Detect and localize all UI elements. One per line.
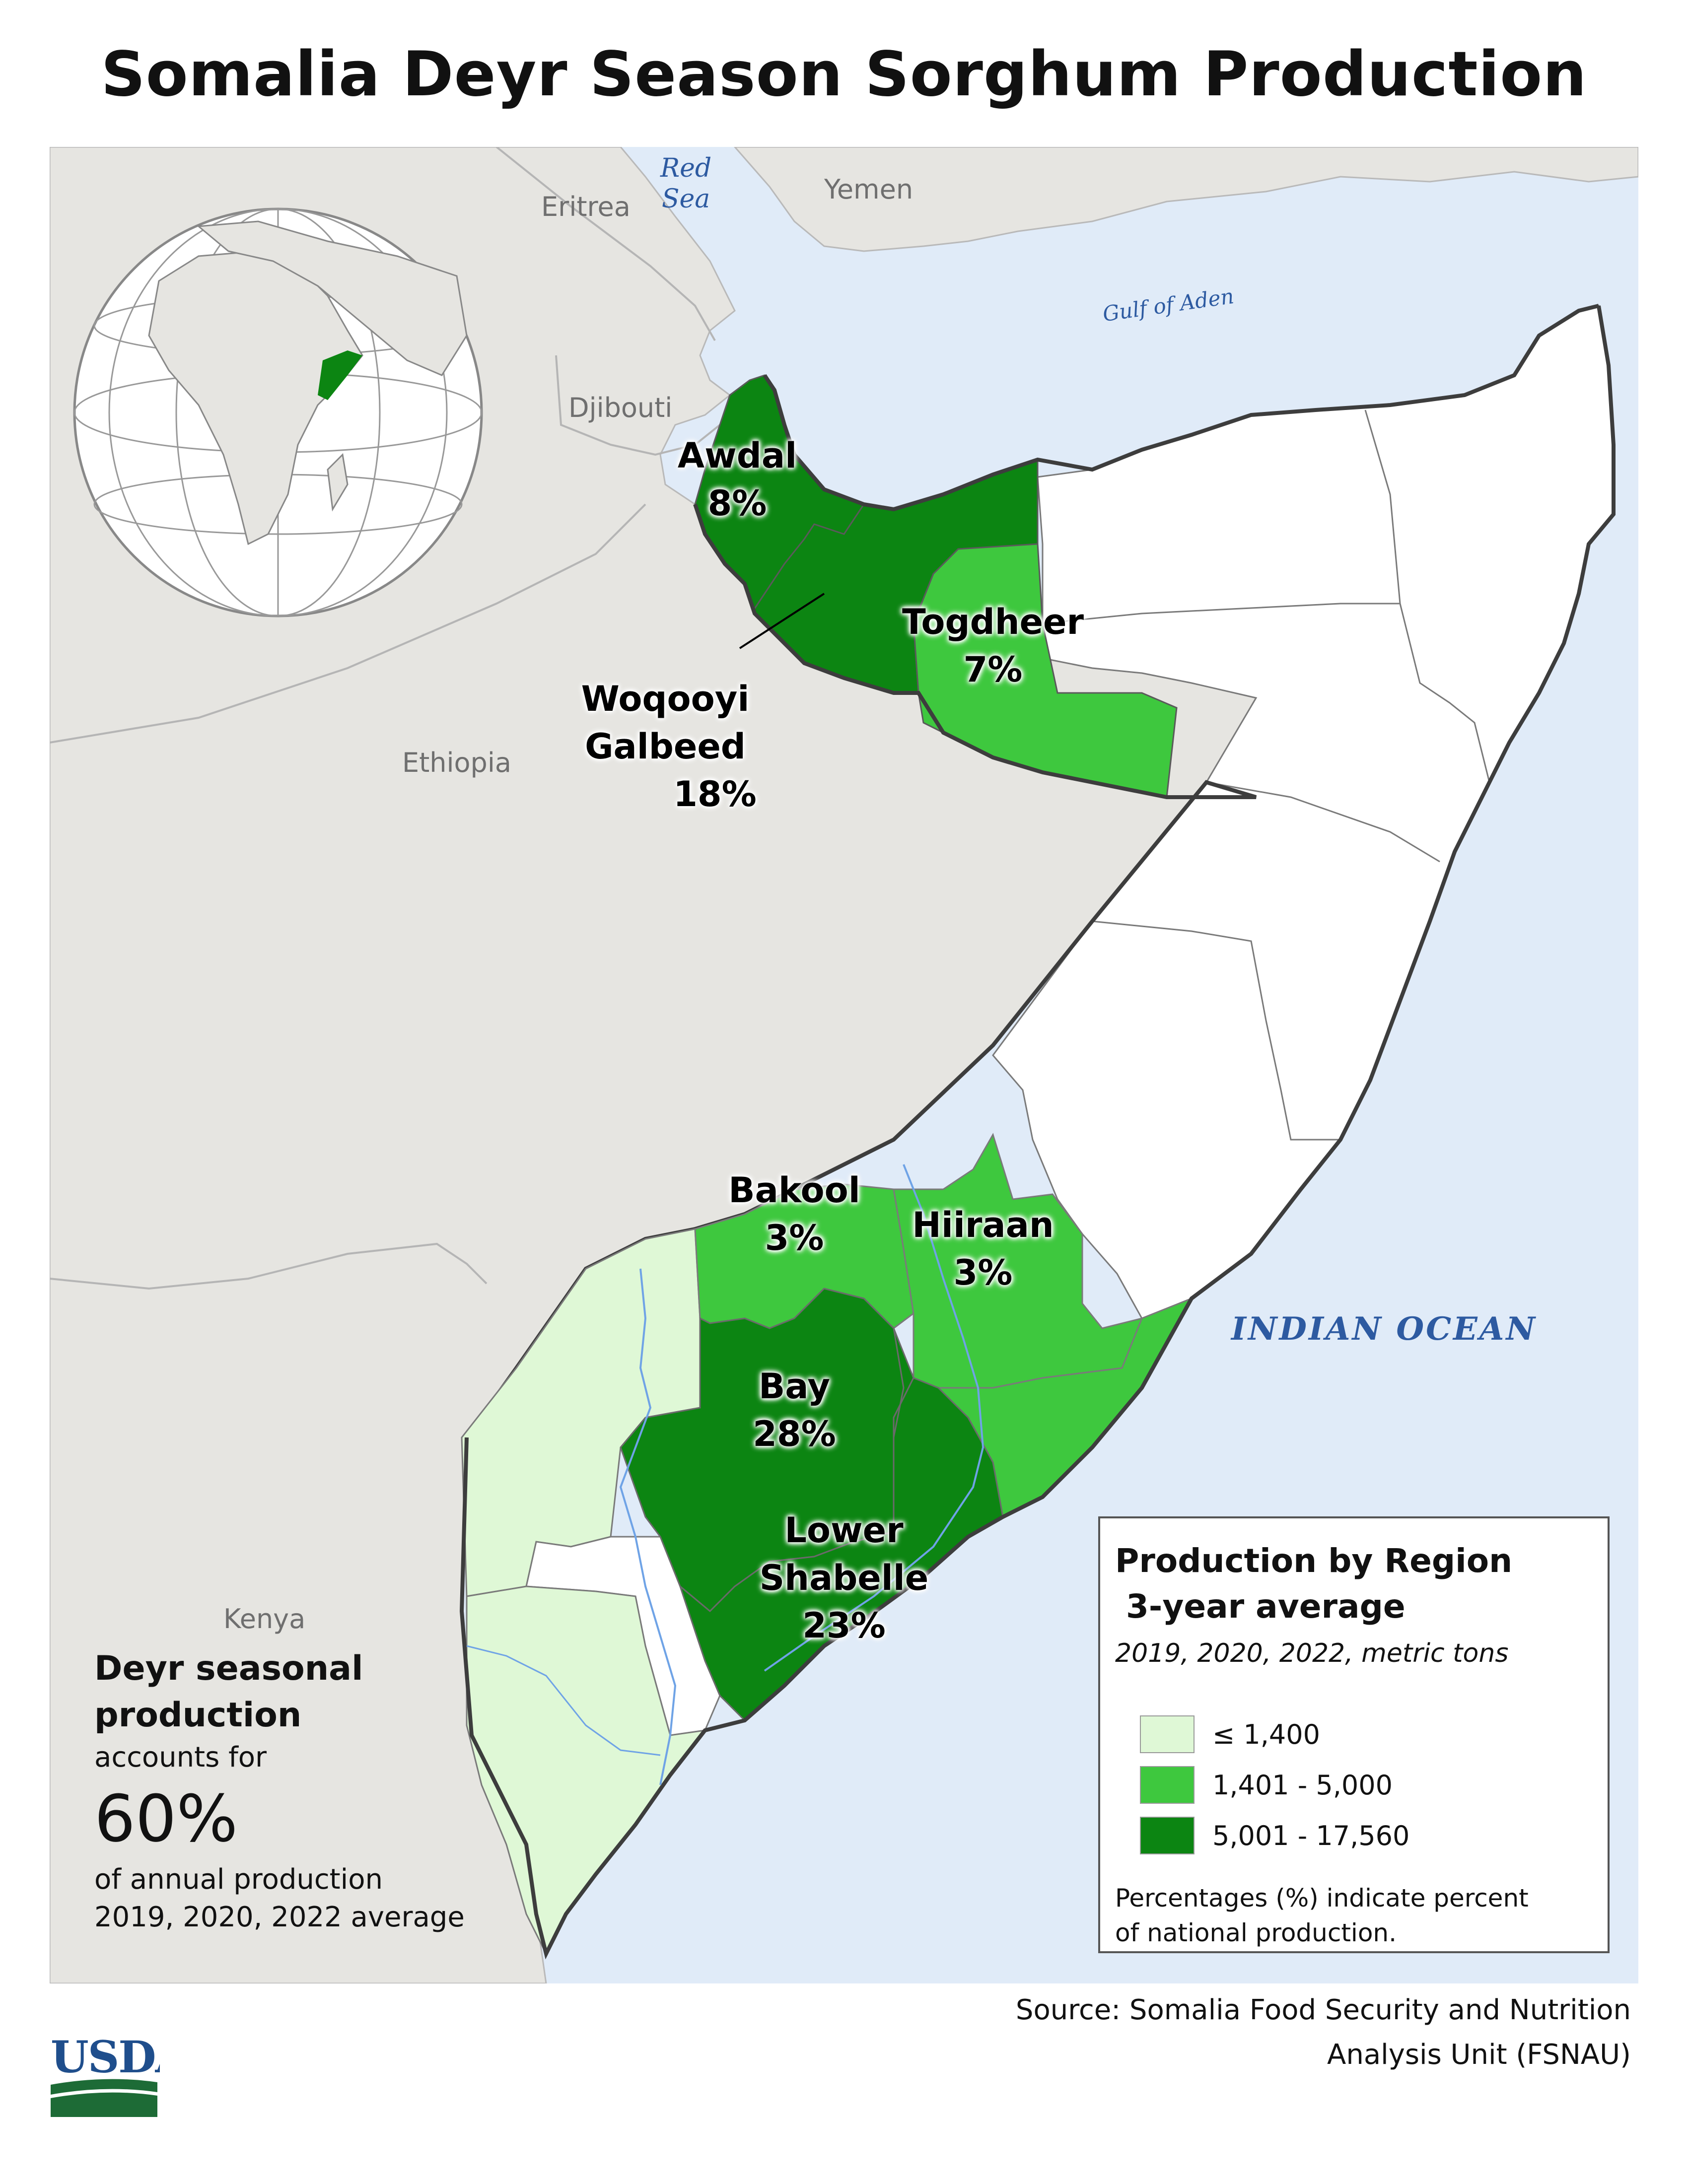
region-name-bay: Bay: [758, 1366, 831, 1407]
river-shabelle: [764, 1164, 985, 1672]
callout-text-1: accounts for: [94, 1741, 267, 1774]
region-pct-bakool: 3%: [765, 1218, 824, 1258]
region-pct-togdheer: 7%: [963, 649, 1023, 690]
region-label-togdheer: Togdheer 7%: [894, 598, 1092, 693]
region-label-bay: Bay 28%: [720, 1363, 869, 1458]
label-red-sea-line2: Sea: [661, 184, 710, 214]
callout-heading-1: Deyr seasonal: [94, 1649, 363, 1688]
label-djibouti: Djibouti: [568, 392, 673, 423]
legend-title: Production by Region: [1115, 1542, 1513, 1580]
region-name-bakool: Bakool: [728, 1170, 860, 1211]
legend-item-high: 5,001 - 17,560: [1115, 1810, 1593, 1861]
region-name-awdal: Awdal: [677, 435, 797, 476]
callout-heading-2: production: [94, 1696, 302, 1735]
admin-line-3: [1206, 781, 1440, 863]
source-credit: Source: Somalia Food Security and Nutrit…: [936, 1988, 1631, 2077]
region-name-togdheer: Togdheer: [902, 602, 1084, 642]
admin-line-awdal: [754, 504, 865, 609]
legend-swatch-low: [1140, 1715, 1195, 1753]
globe-madagascar: [327, 453, 349, 512]
legend-label-low: ≤ 1,400: [1212, 1718, 1321, 1750]
region-pct-lower-shabelle: 23%: [802, 1605, 886, 1646]
border-ethiopia-kenya: [50, 1242, 488, 1290]
legend-footnote-line2: of national production.: [1115, 1918, 1397, 1947]
land-arabia: [734, 147, 1638, 252]
region-name-lower-shabelle-1: Lower: [784, 1510, 904, 1551]
usda-logo: USDA: [51, 2033, 160, 2117]
region-pct-awdal: 8%: [707, 483, 767, 524]
legend-subtitle: 3-year average: [1126, 1587, 1406, 1626]
usda-logo-text: USDA: [51, 2033, 160, 2083]
legend-footnote: Percentages (%) indicate percent of nati…: [1115, 1881, 1593, 1950]
source-line-2: Analysis Unit (FSNAU): [1327, 2039, 1631, 2071]
usda-logo-swoosh-2: [51, 2092, 157, 2117]
admin-line-4: [1092, 920, 1340, 1141]
callout-text-2: of annual production: [94, 1863, 383, 1896]
river-juba: [619, 1268, 677, 1785]
somalia-map: [50, 147, 1638, 1983]
legend-item-low: ≤ 1,400: [1115, 1709, 1593, 1760]
legend-items: ≤ 1,400 1,401 - 5,000 5,001 - 17,560: [1115, 1709, 1593, 1861]
region-label-awdal: Awdal 8%: [650, 432, 824, 527]
legend-label-high: 5,001 - 17,560: [1212, 1820, 1410, 1851]
source-line-1: Source: Somalia Food Security and Nutrit…: [1015, 1994, 1631, 2026]
region-hiiraan: [893, 1133, 1143, 1389]
label-indian-ocean: INDIAN OCEAN: [1231, 1310, 1537, 1348]
callout-percent: 60%: [94, 1781, 238, 1856]
globe-inset: [73, 207, 483, 617]
label-kenya: Kenya: [223, 1603, 306, 1635]
globe-somalia-highlight: [318, 350, 362, 400]
label-yemen: Yemen: [824, 174, 914, 205]
legend: Production by Region 3-year average 2019…: [1098, 1516, 1610, 1953]
region-pct-hiiraan: 3%: [953, 1252, 1013, 1293]
region-name-hiiraan: Hiiraan: [912, 1205, 1054, 1245]
label-red-sea: Red Sea: [660, 153, 711, 214]
region-label-bakool: Bakool 3%: [705, 1166, 884, 1262]
admin-line-1: [1042, 410, 1401, 624]
leader-line-woqooyi: [739, 593, 825, 649]
somalia-border-north: [763, 304, 1599, 512]
label-eritrea: Eritrea: [541, 191, 631, 222]
border-djibouti: [555, 355, 721, 456]
globe-eurasia: [197, 220, 468, 376]
somalia-border-south: [459, 305, 1616, 1960]
label-ethiopia: Ethiopia: [402, 747, 511, 778]
admin-line-2: [1399, 603, 1490, 783]
region-pct-bay: 28%: [753, 1414, 836, 1454]
deyr-callout: Deyr seasonal production accounts for 60…: [94, 1645, 492, 1936]
legend-footnote-line1: Percentages (%) indicate percent: [1115, 1884, 1529, 1912]
region-label-woqooyi: Woqooyi Galbeed 18%: [561, 675, 770, 818]
region-lower-shabelle: [678, 1377, 1004, 1722]
legend-note: 2019, 2020, 2022, metric tons: [1115, 1638, 1509, 1668]
legend-label-medium: 1,401 - 5,000: [1212, 1769, 1393, 1801]
legend-swatch-high: [1140, 1817, 1195, 1854]
region-pct-woqooyi: 18%: [673, 774, 757, 815]
region-name-lower-shabelle-2: Shabelle: [759, 1558, 929, 1598]
border-ethiopia-north: [50, 503, 646, 744]
admin-line-bay: [893, 1328, 905, 1532]
region-label-lower-shabelle: Lower Shabelle 23%: [745, 1506, 943, 1649]
map-title: Somalia Deyr Season Sorghum Production: [101, 39, 1587, 110]
region-label-hiiraan: Hiiraan 3%: [894, 1201, 1072, 1297]
callout-text-3: 2019, 2020, 2022 average: [94, 1901, 465, 1933]
region-name-woqooyi-1: Woqooyi: [581, 679, 750, 719]
legend-swatch-medium: [1140, 1766, 1195, 1804]
region-name-woqooyi-2: Galbeed: [585, 726, 746, 767]
legend-item-medium: 1,401 - 5,000: [1115, 1760, 1593, 1810]
river-tributary: [466, 1645, 661, 1756]
border-eritrea: [495, 147, 716, 341]
usda-logo-swoosh-1: [51, 2079, 157, 2095]
label-red-sea-line1: Red: [660, 153, 712, 183]
